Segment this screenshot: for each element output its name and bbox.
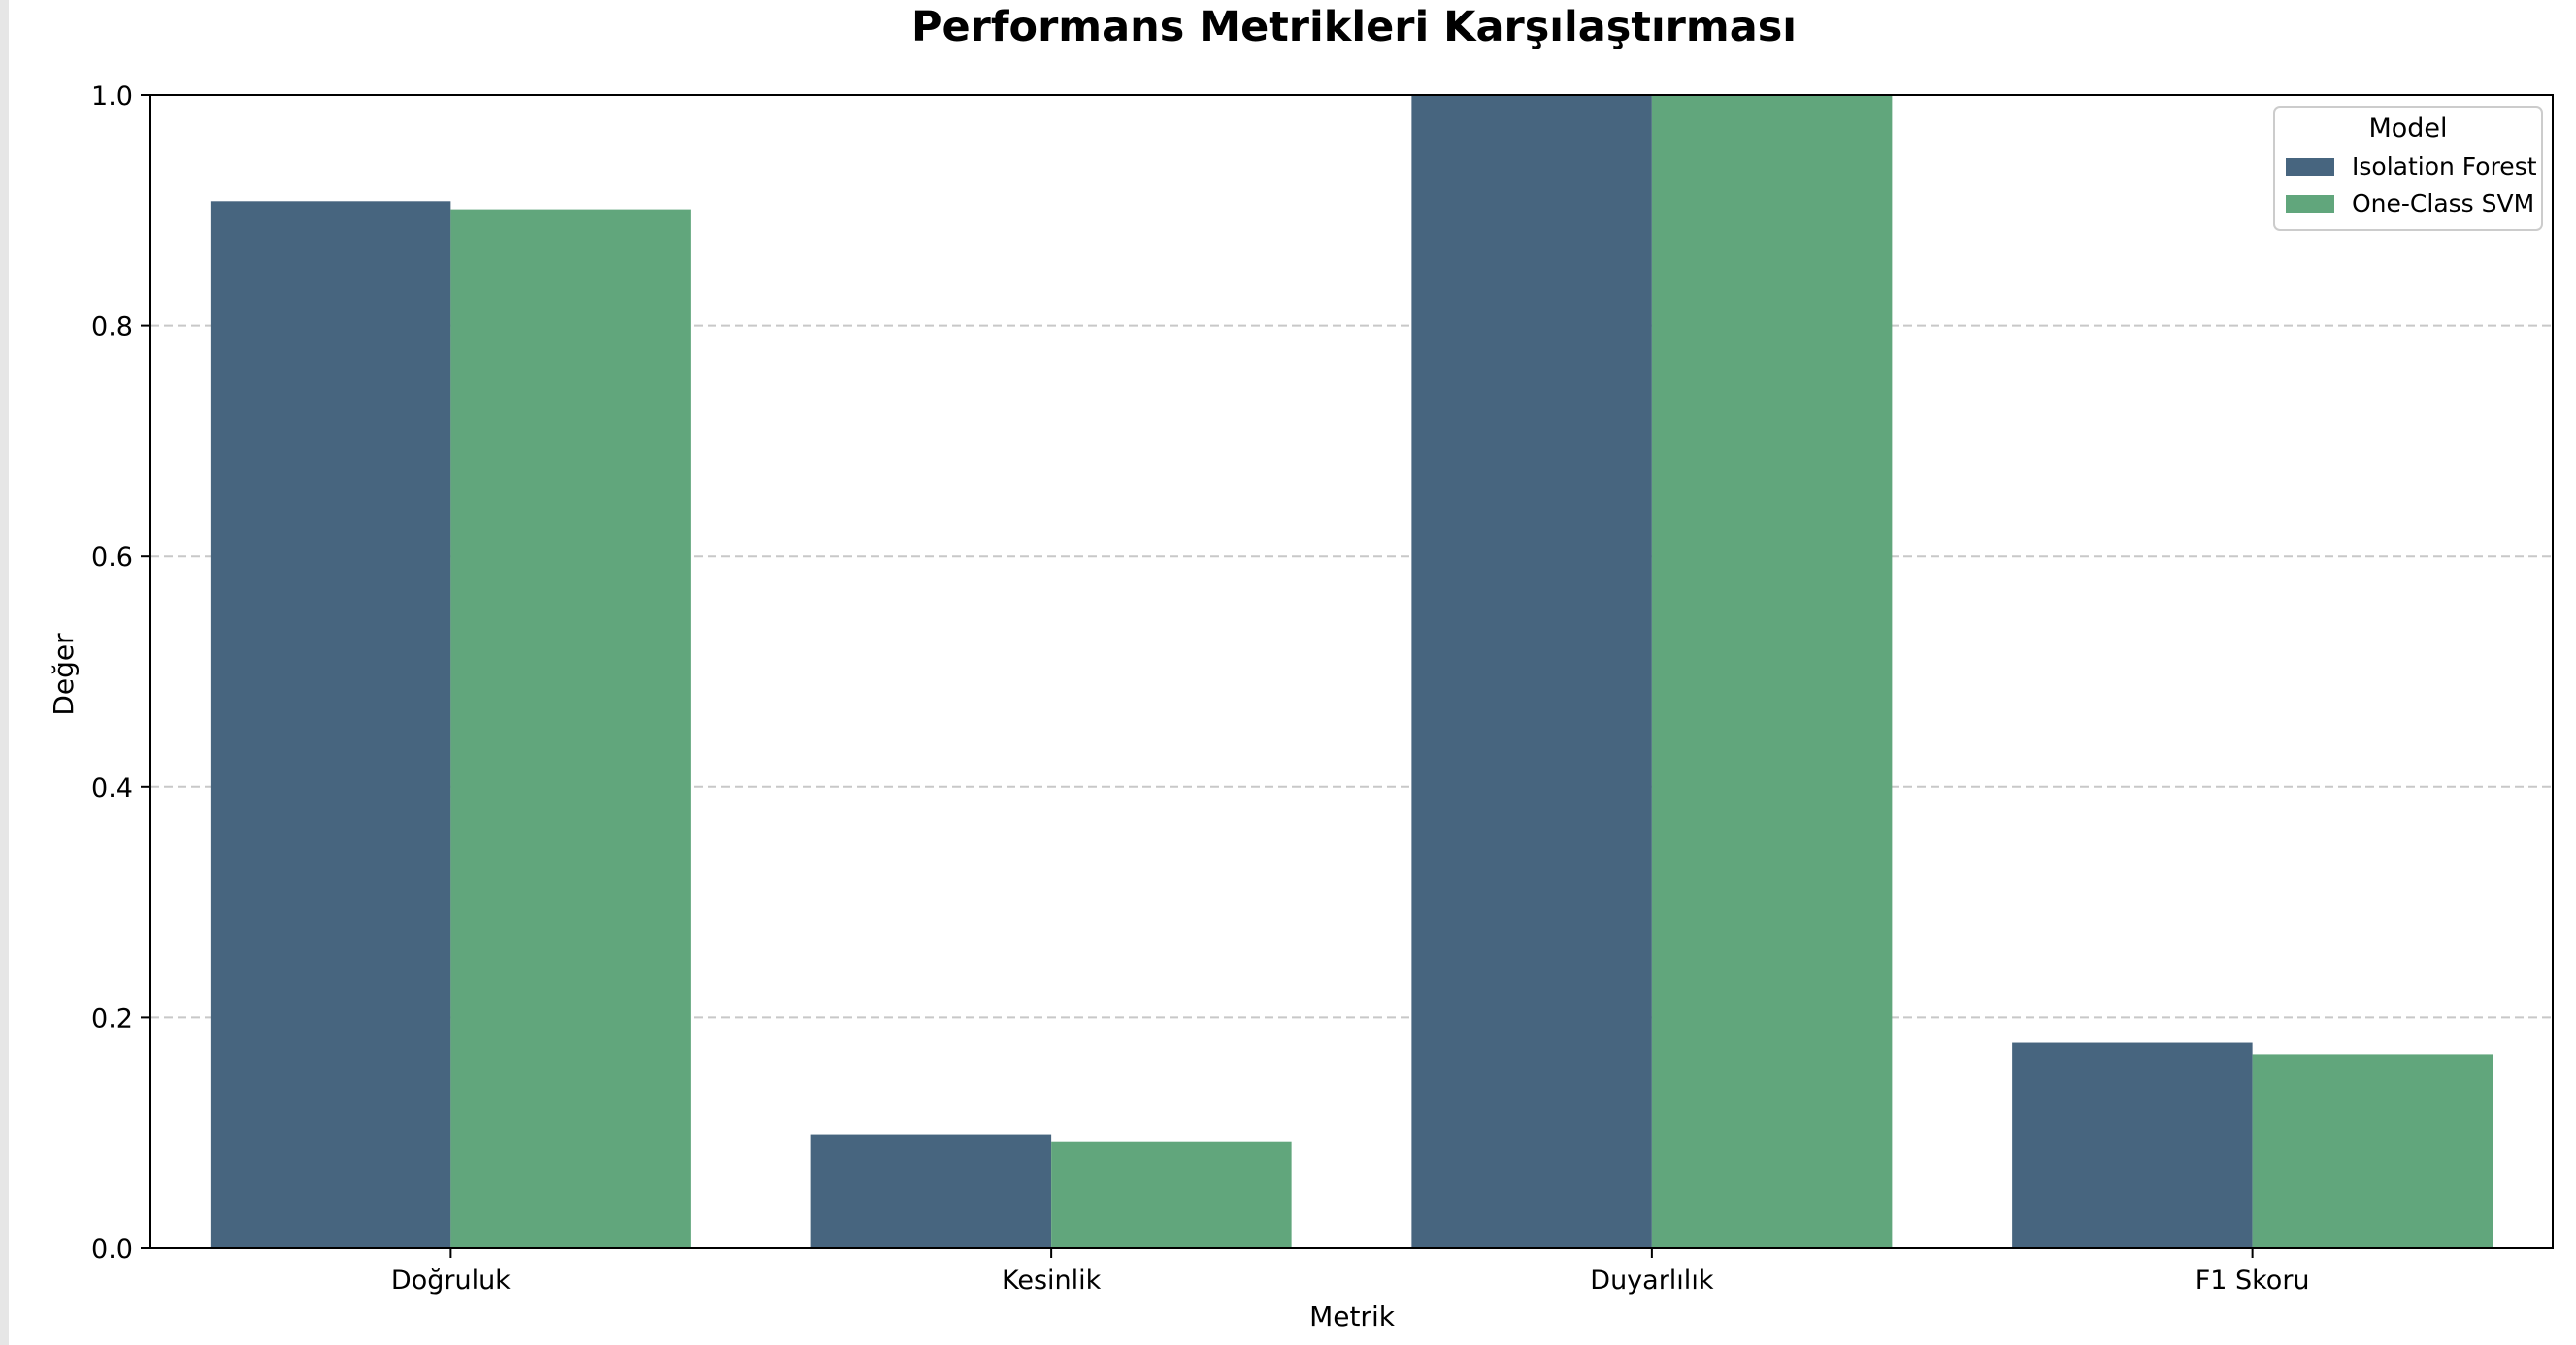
bar-isolation-forest (1411, 95, 1652, 1248)
bar-one-class-svm (450, 209, 691, 1248)
legend-entry: One-Class SVM (2352, 189, 2534, 217)
y-tick-label: 0.0 (91, 1234, 133, 1264)
window-edge (0, 0, 9, 1345)
x-axis-ticks: Doğruluk Kesinlik Duyarlılık F1 Skoru (391, 1248, 2310, 1296)
y-tick-label: 0.4 (91, 773, 133, 804)
legend-swatch (2286, 158, 2334, 176)
legend: Model Isolation Forest One-Class SVM (2273, 106, 2543, 231)
y-tick-label: 0.6 (91, 542, 133, 573)
bar-isolation-forest (810, 1134, 1052, 1248)
plot-frame (149, 94, 2554, 1249)
y-axis-ticks: 0.0 0.2 0.4 0.6 0.8 1.0 (91, 82, 150, 1264)
bar-isolation-forest (210, 201, 451, 1248)
x-tick-label: F1 Skoru (2196, 1265, 2310, 1296)
y-tick-label: 1.0 (91, 82, 133, 112)
legend-title: Model (2368, 114, 2447, 144)
y-tick-label: 0.8 (91, 312, 133, 343)
legend-box (2273, 106, 2543, 231)
bars (210, 95, 2493, 1248)
x-tick-label: Duyarlılık (1590, 1265, 1714, 1296)
chart-title: Performans Metrikleri Karşılaştırması (911, 3, 1797, 51)
y-axis-label: Değer (48, 633, 80, 716)
x-tick-label: Kesinlik (1002, 1265, 1102, 1296)
bar-one-class-svm (1651, 95, 1893, 1248)
x-axis-label: Metrik (1309, 1300, 1396, 1332)
legend-entry: Isolation Forest (2352, 152, 2537, 180)
bar-one-class-svm (1051, 1141, 1292, 1248)
y-tick-label: 0.2 (91, 1003, 133, 1033)
legend-swatch (2286, 195, 2334, 213)
bar-isolation-forest (2012, 1042, 2253, 1248)
x-tick-label: Doğruluk (391, 1265, 511, 1296)
bar-one-class-svm (2252, 1054, 2493, 1248)
